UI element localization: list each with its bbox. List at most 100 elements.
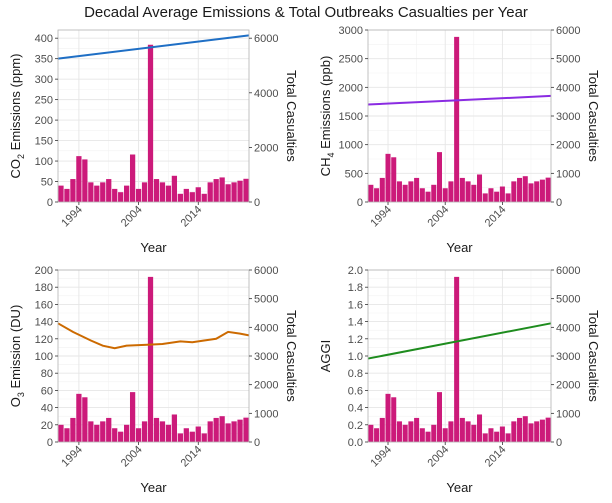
casualty-bar: [545, 417, 551, 442]
casualty-bar: [425, 191, 431, 202]
casualty-bar: [88, 182, 94, 202]
x-tick-label: 2004: [426, 444, 452, 470]
left-tick-label: 100: [35, 156, 53, 168]
right-tick-label: 5000: [556, 54, 580, 66]
casualty-bar: [431, 424, 437, 442]
left-tick-label: 1.4: [348, 317, 363, 329]
left-tick-label: 400: [35, 33, 53, 45]
casualty-bar: [201, 433, 207, 442]
casualty-bar: [165, 424, 172, 442]
casualty-bar: [76, 393, 82, 442]
casualty-bar: [213, 417, 219, 442]
casualty-bar: [522, 416, 528, 442]
left-tick-label: 0: [357, 197, 363, 209]
casualty-bar: [368, 424, 374, 442]
casualty-bar: [147, 44, 154, 202]
x-axis-title: Year: [140, 480, 167, 495]
casualty-bar: [70, 179, 76, 202]
casualty-bar: [171, 175, 178, 202]
left-tick-label: 1500: [339, 111, 363, 123]
x-tick-label: 1994: [59, 444, 85, 470]
casualty-bar: [243, 178, 249, 202]
casualty-bar: [465, 421, 471, 442]
right-axis-title: Total Casualties: [284, 70, 299, 162]
left-tick-label: 0: [47, 437, 53, 449]
right-tick-label: 2000: [556, 380, 580, 392]
casualty-bar: [58, 185, 64, 202]
casualty-bar: [70, 417, 76, 442]
casualty-bar: [539, 419, 545, 442]
casualty-bar: [534, 421, 540, 442]
right-axis-title: Total Casualties: [586, 70, 601, 162]
left-axis-title: CO2 Emissions (ppm): [8, 54, 26, 179]
left-tick-label: 2.0: [348, 265, 363, 277]
casualty-bar: [94, 185, 100, 202]
casualty-bar: [100, 421, 106, 442]
casualty-bar: [408, 421, 414, 442]
casualty-bar: [135, 188, 142, 202]
left-tick-label: 20: [41, 420, 53, 432]
left-tick-label: 80: [41, 368, 53, 380]
casualty-bar: [124, 424, 130, 442]
casualty-bar: [159, 421, 166, 442]
x-tick-label: 1994: [368, 204, 394, 230]
casualty-bar: [511, 181, 517, 202]
casualty-bar: [402, 424, 408, 442]
left-tick-label: 3000: [339, 25, 363, 37]
left-tick-label: 500: [345, 168, 363, 180]
casualty-bar: [374, 188, 380, 202]
left-tick-label: 160: [35, 299, 53, 311]
casualty-bar: [419, 188, 425, 202]
casualty-bar: [459, 417, 465, 442]
figure-title: Decadal Average Emissions & Total Outbre…: [84, 4, 528, 21]
left-tick-label: 1.8: [348, 282, 363, 294]
x-tick-label: 1994: [59, 204, 85, 230]
casualty-bar: [237, 180, 243, 202]
x-tick-label: 2004: [426, 204, 452, 230]
casualty-bar: [64, 188, 70, 202]
left-tick-label: 0.6: [348, 385, 363, 397]
casualty-bar: [419, 428, 425, 442]
casualty-bar: [153, 179, 160, 202]
right-tick-label: 5000: [254, 294, 278, 306]
chart-panel-2: 0 500 1000 1500 2000 2500 3000 0 1000 2000 3000 400…: [318, 25, 601, 255]
casualty-bar: [431, 184, 437, 202]
casualty-bar: [442, 428, 448, 442]
casualty-bar: [379, 417, 385, 442]
right-tick-label: 6000: [254, 33, 278, 45]
chart-panel-1: 0501001502002503003504000200040006000199…: [8, 29, 299, 255]
casualty-bar: [88, 421, 94, 442]
casualty-bar: [129, 392, 136, 442]
casualty-bar: [171, 414, 178, 442]
left-tick-label: 0.2: [348, 420, 363, 432]
casualty-bar: [237, 419, 243, 442]
left-tick-label: 1.2: [348, 334, 363, 346]
casualty-bar: [76, 156, 82, 202]
left-tick-label: 350: [35, 54, 53, 66]
x-tick-label: 2004: [119, 444, 145, 470]
casualty-bar: [442, 188, 448, 202]
right-tick-label: 1000: [556, 408, 580, 420]
casualty-bar: [396, 421, 402, 442]
casualty-bar: [225, 423, 231, 442]
casualty-bar: [135, 428, 142, 442]
casualty-bar: [534, 181, 540, 202]
emission-line: [57, 322, 250, 350]
casualty-bar: [141, 182, 148, 202]
left-tick-label: 250: [35, 95, 53, 107]
casualty-bar: [476, 414, 483, 442]
casualty-bar: [129, 154, 136, 202]
casualty-bar: [385, 393, 391, 442]
emission-line: [57, 34, 250, 60]
casualty-bar: [64, 428, 70, 442]
left-tick-label: 60: [41, 385, 53, 397]
left-tick-label: 1000: [339, 140, 363, 152]
right-tick-label: 6000: [254, 265, 278, 277]
casualty-bar: [459, 177, 465, 202]
right-tick-label: 6000: [556, 25, 580, 37]
casualty-bar: [499, 426, 505, 442]
casualty-bar: [408, 181, 414, 202]
right-tick-label: 4000: [254, 88, 278, 100]
